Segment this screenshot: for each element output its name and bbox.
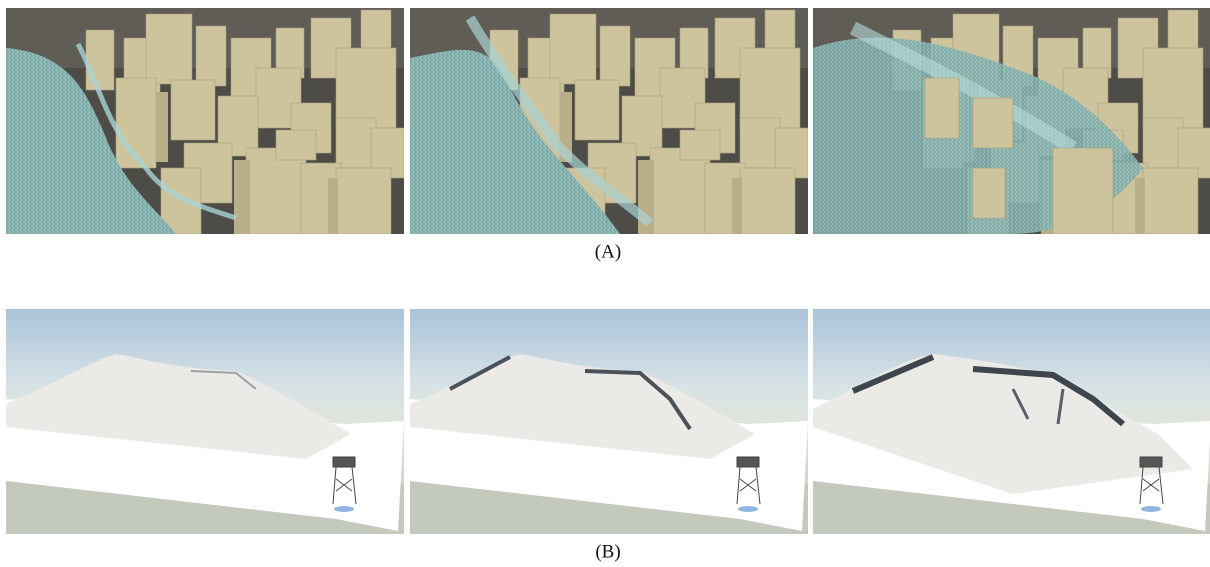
caption-b: (B) bbox=[595, 541, 620, 562]
page: (A) (B) (() => { const data = JSON.parse… bbox=[0, 0, 1210, 567]
caption-a: (A) bbox=[595, 241, 621, 262]
panel-b2 bbox=[410, 309, 808, 534]
panel-a2 bbox=[410, 8, 808, 234]
figure: (A) (B) bbox=[0, 0, 1210, 567]
panel-b1 bbox=[6, 309, 404, 534]
panel-a1 bbox=[6, 8, 404, 234]
panel-a3 bbox=[813, 8, 1210, 234]
panel-b3 bbox=[813, 309, 1210, 534]
